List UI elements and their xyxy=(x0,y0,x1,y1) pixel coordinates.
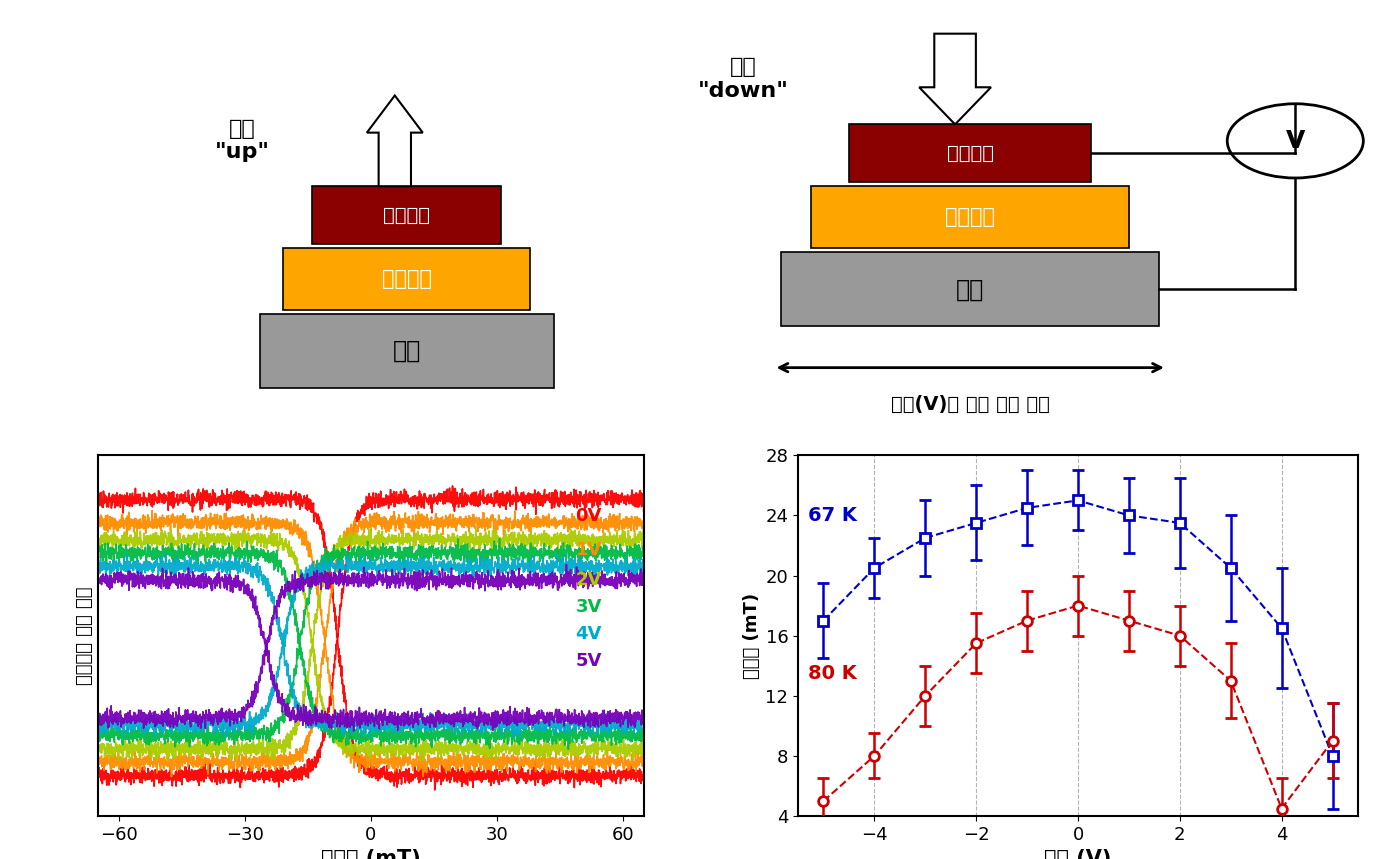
Y-axis label: 강자성체 자화 크기: 강자성체 자화 크기 xyxy=(76,587,94,685)
X-axis label: 전압 (V): 전압 (V) xyxy=(1044,850,1112,859)
X-axis label: 자기장 (mT): 자기장 (mT) xyxy=(321,850,421,859)
Text: 4V: 4V xyxy=(575,625,602,643)
Text: 스핀
"down": 스핀 "down" xyxy=(699,58,788,101)
Text: 1V: 1V xyxy=(575,540,602,558)
Bar xyxy=(850,125,1091,182)
Text: 스핀
"up": 스핀 "up" xyxy=(214,119,269,162)
Text: 강자성체: 강자성체 xyxy=(384,205,430,224)
Text: 5V: 5V xyxy=(575,652,602,670)
FancyArrow shape xyxy=(367,95,423,186)
Text: 2V: 2V xyxy=(575,571,602,589)
Text: V: V xyxy=(1285,129,1305,153)
Bar xyxy=(312,186,501,244)
Text: 전극: 전극 xyxy=(392,339,420,363)
Bar xyxy=(781,253,1159,326)
Y-axis label: 보자력 (mT): 보자력 (mT) xyxy=(743,593,762,679)
Text: 전압(V)에 의한 격자 팽창: 전압(V)에 의한 격자 팽창 xyxy=(890,395,1050,414)
Bar xyxy=(259,314,553,388)
Text: 강유전체: 강유전체 xyxy=(382,269,431,289)
Text: 67 K: 67 K xyxy=(808,506,857,525)
Text: 강유전체: 강유전체 xyxy=(945,207,995,227)
Text: 강자성체: 강자성체 xyxy=(946,143,994,162)
Text: 0V: 0V xyxy=(575,507,602,525)
Text: 80 K: 80 K xyxy=(808,664,857,683)
FancyArrow shape xyxy=(920,34,991,125)
Bar xyxy=(283,248,531,310)
Text: 3V: 3V xyxy=(575,598,602,616)
Text: 전극: 전극 xyxy=(956,277,984,302)
Bar xyxy=(812,186,1128,248)
